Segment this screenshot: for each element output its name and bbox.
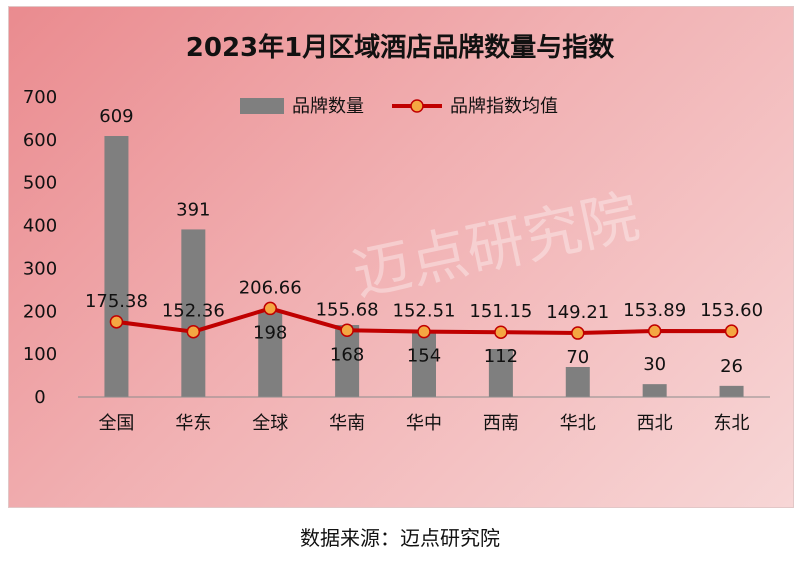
x-tick-label: 西北 [637,413,673,434]
source-note: 数据来源：迈点研究院 [300,526,500,550]
line-value-label: 153.89 [623,300,686,321]
bar-value-label: 70 [566,347,589,368]
line-point [417,324,431,339]
line-point [109,315,124,329]
legend-marker-line [410,99,424,113]
y-tick-label: 200 [23,301,57,322]
line-value-label: 153.60 [700,300,763,321]
y-tick-label: 300 [23,258,57,279]
legend-label-line: 品牌指数均值 [450,96,558,117]
y-tick-label: 600 [23,130,57,151]
line-value-label: 151.15 [469,301,532,322]
bar-value-label: 154 [407,346,441,367]
line-point [186,324,201,339]
line-point [571,326,585,340]
line-value-label: 175.38 [85,291,148,312]
line-value-label: 152.36 [162,301,225,322]
line-value-label: 206.66 [239,277,302,298]
line-point [340,323,354,338]
line-series: 175.38 152.36 206.66 155.68 152.51 151.15 149.… [85,277,763,340]
y-tick-label: 500 [23,173,57,194]
bar [488,349,513,397]
x-axis: 全国 华东 全球 华南 华中 西南 华北 西北 东北 [78,396,770,434]
bar [412,331,436,397]
chart-area [8,6,794,508]
line-value-label: 152.51 [393,301,456,322]
bar-value-label: 112 [484,346,518,367]
line-point [724,324,739,338]
legend: 品牌数量 品牌指数均值 [240,96,558,117]
bar-value-label: 391 [176,199,210,220]
bar [642,384,667,397]
line-point [494,325,508,339]
y-axis: 0 100 200 300 400 500 600 700 [23,87,57,408]
y-tick-label: 700 [23,87,57,108]
legend-label-bar: 品牌数量 [292,96,364,117]
bar-series: 609 391 198 168 154 112 70 30 26 [99,106,744,397]
bar-value-label: 609 [99,106,133,127]
y-tick-label: 100 [23,344,57,365]
bar-value-label: 26 [720,356,743,377]
watermark-text: 迈点研究院 [347,182,645,309]
x-tick-label: 西南 [483,413,519,434]
x-tick-label: 华南 [329,413,365,434]
line-point [263,301,277,316]
x-tick-label: 全球 [252,413,288,434]
x-tick-label: 华东 [175,413,211,434]
bar-value-label: 198 [253,322,287,343]
line-point [647,324,662,338]
x-tick-label: 东北 [714,413,750,434]
x-tick-label: 全国 [98,413,134,434]
x-tick-label: 华北 [560,413,596,434]
y-tick-label: 400 [23,216,57,237]
line-value-label: 155.68 [316,299,379,320]
y-tick-label: 0 [34,387,45,408]
bar [181,229,206,397]
bar [565,367,590,397]
chart-title: 2023年1月区域酒店品牌数量与指数 [186,32,615,63]
bar-value-label: 30 [643,354,666,375]
bar [258,312,283,397]
x-tick-label: 华中 [406,413,442,434]
bar [719,385,744,397]
bar [104,136,129,397]
line-value-label: 149.21 [546,302,609,323]
bar-value-label: 168 [330,344,364,365]
legend-swatch-bar [240,98,284,114]
